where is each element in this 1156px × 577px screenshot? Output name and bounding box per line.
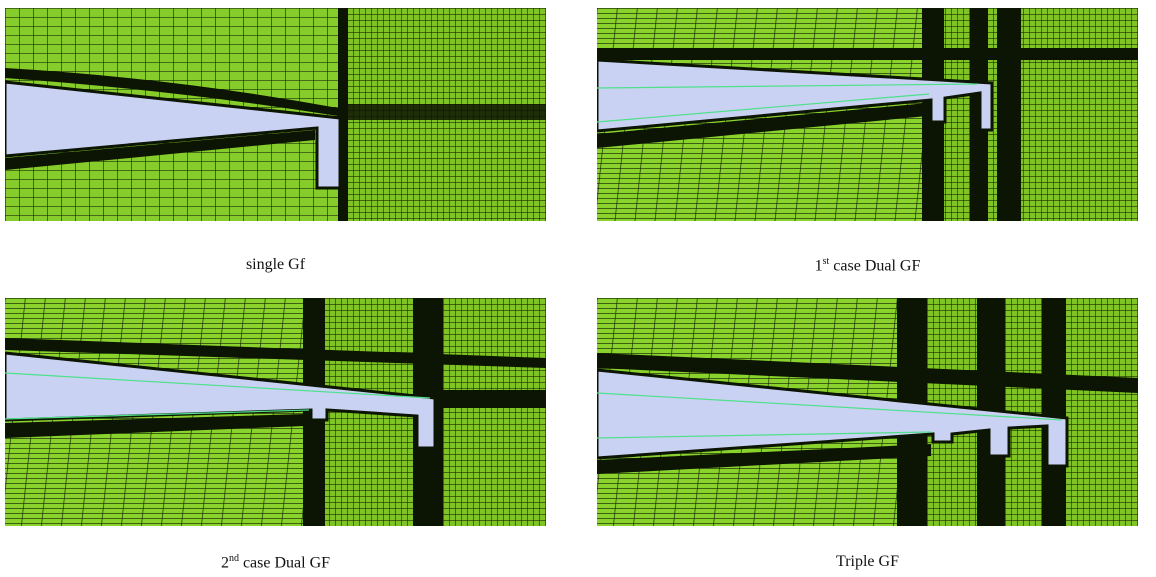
caption-text: case Dual GF (833, 257, 920, 274)
caption-number: 2 (221, 554, 229, 571)
caption: 2nd case Dual GF (5, 553, 546, 572)
caption-suffix: nd (229, 553, 239, 564)
mesh-image (5, 8, 546, 221)
caption-text: case Dual GF (243, 554, 330, 571)
caption-suffix: st (823, 256, 830, 267)
mesh-image (597, 8, 1138, 221)
mesh-image (5, 298, 546, 526)
caption: Triple GF (597, 553, 1138, 571)
caption-number: 1 (815, 257, 823, 274)
mesh-image (597, 298, 1138, 526)
figure-page: {"panels": [ {"caption": "single Gf"}, {… (0, 0, 1156, 577)
caption: 1st case Dual GF (597, 256, 1138, 275)
caption: single Gf (5, 256, 546, 274)
